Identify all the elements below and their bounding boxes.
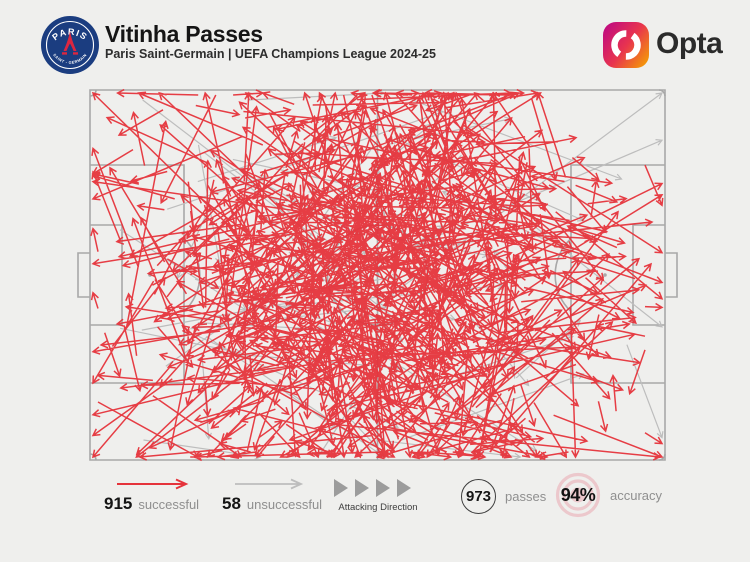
- accuracy-value: 94%: [560, 484, 596, 505]
- opta-o-glyph: [611, 30, 641, 60]
- accuracy-label: accuracy: [610, 487, 663, 503]
- pitch-line: [658, 453, 666, 461]
- pitch-line: [658, 89, 666, 97]
- page-title: Vitinha Passes: [105, 21, 263, 47]
- unsuccessful-count: 58: [222, 494, 241, 513]
- pass-map-pitch: [77, 88, 678, 462]
- badge-outer-circle: [41, 16, 99, 74]
- badge-inner-ring: [45, 20, 95, 70]
- legend-attacking-direction: Attacking Direction: [334, 478, 422, 513]
- psg-club-badge: PARIS SAINT - GERMAIN: [41, 16, 99, 74]
- attacking-direction-label: Attacking Direction: [338, 502, 418, 513]
- unsuccessful-arrow-icon: [235, 478, 304, 490]
- target-rings: [555, 472, 601, 518]
- pitch-line: [77, 252, 90, 298]
- pitch-line: [554, 237, 572, 313]
- successful-passes: [90, 88, 664, 462]
- pitch-line: [632, 224, 665, 326]
- opta-wordmark: Opta: [656, 27, 723, 60]
- unsuccessful-label: unsuccessful: [246, 497, 323, 512]
- pitch-line: [665, 252, 678, 298]
- passes-stat: 973 passes: [461, 479, 546, 514]
- successful-count: 915: [104, 494, 133, 513]
- opta-logo-tile: [603, 22, 649, 68]
- pitch-spot: [603, 273, 607, 277]
- successful-label: successful: [138, 497, 200, 512]
- passes-count-circle: 973: [461, 479, 496, 514]
- accuracy-target-icon: 94%: [555, 472, 601, 518]
- pitch-line: [90, 224, 123, 326]
- passes-label: passes: [505, 489, 547, 504]
- pitch-line: [89, 89, 666, 461]
- passes-count: 973: [465, 488, 492, 505]
- page-subtitle: Paris Saint-Germain | UEFA Champions Lea…: [105, 47, 436, 61]
- eiffel-tower-icon: [63, 31, 77, 51]
- attacking-direction-icon: [334, 479, 411, 497]
- successful-arrow-icon: [117, 478, 189, 490]
- eiffel-tower-feet: [62, 52, 78, 55]
- legend-unsuccessful: 58 unsuccessful: [222, 477, 322, 514]
- legend-successful: 915 successful: [104, 477, 199, 514]
- opta-logo-icon: [603, 22, 649, 68]
- accuracy-stat: 94% accuracy: [555, 472, 662, 518]
